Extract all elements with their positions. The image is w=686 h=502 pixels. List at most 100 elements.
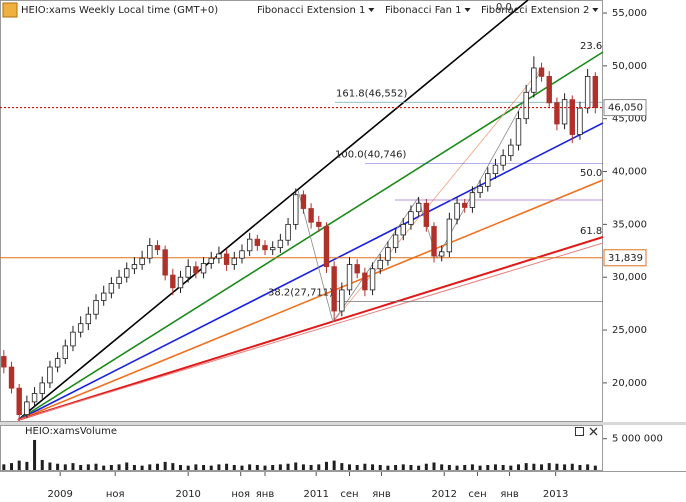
volume-bar — [25, 461, 29, 470]
candle-body — [124, 268, 130, 278]
volume-bar — [94, 463, 98, 470]
volume-bar — [209, 465, 213, 470]
x-tick-label: янв — [372, 489, 391, 500]
x-tick-label: 2009 — [47, 489, 72, 500]
candle-body — [223, 253, 230, 265]
volume-bar — [478, 465, 482, 470]
volume-bar — [309, 464, 313, 470]
x-tick-label: 2013 — [543, 489, 568, 500]
fib-level-label: 161.8(46,552) — [336, 88, 408, 99]
volume-bar — [317, 464, 321, 470]
volume-bar — [10, 463, 14, 470]
candle-body — [239, 250, 245, 259]
candle-body — [569, 99, 575, 135]
candle-body — [177, 276, 184, 289]
volume-bar — [470, 464, 474, 470]
volume-bar — [532, 463, 536, 470]
price-box — [603, 249, 647, 267]
maximize-button[interactable] — [575, 427, 584, 436]
current-price-label: 46,050 — [608, 103, 643, 114]
volume-bar — [386, 465, 390, 470]
volume-panel — [0, 425, 603, 471]
volume-bar — [324, 461, 328, 470]
candle-body — [31, 393, 38, 403]
volume-bar — [2, 464, 6, 470]
volume-bar — [263, 465, 267, 470]
candle-body — [70, 331, 76, 347]
volume-bar — [363, 463, 367, 470]
candle-body — [93, 300, 99, 315]
y-tick-label: 30,000 — [612, 272, 647, 283]
volume-bar — [409, 464, 413, 470]
candle-body — [101, 292, 107, 301]
candle-body — [362, 272, 368, 291]
volume-bar — [217, 464, 221, 470]
volume-bar — [509, 465, 513, 470]
candle-body — [246, 238, 253, 252]
tool-menu-arrow[interactable] — [592, 8, 599, 12]
candle-body — [515, 118, 522, 146]
fan-line — [17, 122, 604, 421]
tool-menu-arrow[interactable] — [464, 8, 471, 12]
y-tick-label: 55,000 — [612, 8, 647, 19]
fan-label: 50.0 — [580, 168, 602, 179]
x-tick-label: ноя — [106, 489, 125, 500]
candle-body — [170, 274, 176, 289]
volume-bar — [355, 464, 359, 470]
candle-body — [485, 173, 491, 187]
candle-body — [16, 387, 22, 416]
candle-body — [231, 257, 237, 265]
volume-bar — [40, 459, 44, 470]
candle-body — [1, 356, 7, 368]
volume-bar — [294, 462, 298, 470]
candle-body — [316, 221, 322, 227]
price-box — [603, 99, 647, 117]
candle-body — [415, 202, 422, 213]
candle-body — [431, 226, 437, 257]
volume-bar — [501, 464, 505, 470]
volume-bar — [240, 465, 244, 470]
volume-bar — [71, 463, 75, 470]
candle-body — [193, 266, 199, 274]
volume-bar — [17, 460, 21, 470]
candle-body — [339, 289, 345, 312]
volume-bar — [171, 463, 175, 470]
candle-body — [438, 251, 445, 257]
tool-menu-arrow[interactable] — [368, 8, 375, 12]
candle-body — [392, 234, 399, 249]
y-tick-label: 40,000 — [612, 167, 647, 178]
x-tick-label: 2011 — [303, 489, 328, 500]
candle-body — [354, 264, 360, 274]
volume-bar — [140, 465, 144, 470]
candle-body — [323, 226, 330, 268]
x-tick-label: янв — [256, 489, 275, 500]
candle-body — [108, 283, 115, 294]
volume-bar — [202, 464, 206, 470]
tool-name: Fibonacci Extension 2 — [481, 5, 589, 16]
volume-bar — [401, 464, 405, 470]
volume-bar — [447, 464, 451, 470]
x-tick-label: ноя — [231, 489, 250, 500]
volume-bar — [86, 464, 90, 470]
y-tick-label: 20,000 — [612, 378, 647, 389]
candle-body — [208, 257, 214, 264]
candle-body — [538, 67, 545, 77]
y-tick-label: 25,000 — [612, 325, 647, 336]
x-tick-label: 2010 — [175, 489, 200, 500]
volume-tick-label: 5 000 000 — [612, 434, 663, 445]
volume-bar — [517, 464, 521, 470]
volume-bar — [570, 463, 574, 470]
candle-body — [377, 259, 383, 270]
fan-label: 61.8 — [580, 226, 602, 237]
close-button[interactable] — [589, 427, 598, 436]
candle-body — [531, 67, 537, 93]
volume-bar — [271, 464, 275, 470]
volume-bar — [148, 464, 152, 470]
volume-bar — [102, 465, 106, 470]
fan-line — [17, 242, 604, 421]
candle-body — [308, 208, 314, 223]
volume-bar — [340, 463, 344, 470]
candle-body — [54, 358, 61, 368]
volume-bar — [463, 464, 467, 470]
